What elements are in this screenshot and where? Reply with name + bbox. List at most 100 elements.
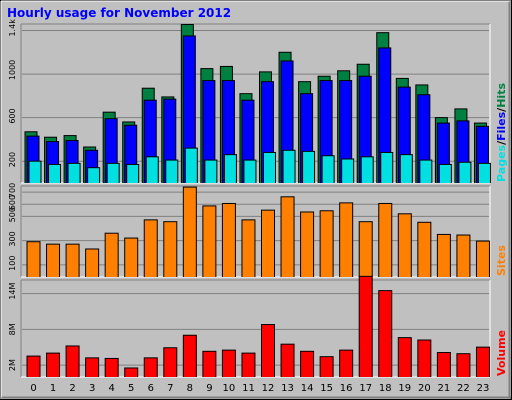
x-tick-label: 15	[320, 383, 333, 394]
bar-sites-5	[125, 238, 138, 277]
y-tick-label-sites: 500	[8, 207, 17, 222]
bar-pages-7	[166, 160, 178, 183]
x-axis-hours: 0 1 2 3 4 5 6 7 8 9 10 11 12 13 14 15 16 17 18 19 20 21 22 23	[30, 383, 489, 394]
bar-files-4	[105, 119, 117, 183]
x-tick-label: 2	[69, 383, 75, 394]
bar-sites-1	[47, 244, 60, 277]
bar-pages-18	[381, 152, 393, 183]
bar-sites-7	[164, 222, 177, 277]
bar-pages-14	[303, 151, 315, 183]
bar-volume-12	[262, 325, 274, 377]
bar-volume-21	[437, 353, 450, 377]
bar-sites-21	[437, 234, 450, 277]
x-tick-label: 19	[398, 383, 411, 394]
bar-volume-13	[281, 344, 294, 377]
x-tick-label: 20	[418, 383, 431, 394]
bar-files-16	[340, 81, 352, 183]
bar-volume-8	[183, 335, 196, 377]
x-tick-label: 13	[281, 383, 294, 394]
y-tick-label-volume: 8M	[8, 323, 17, 335]
bar-pages-23	[478, 163, 490, 183]
x-tick-label: 4	[108, 383, 114, 394]
y-tick-label-hits: 1.4k	[8, 19, 17, 37]
bar-sites-15	[320, 211, 333, 277]
x-tick-label: 8	[187, 383, 193, 394]
y-tick-label-sites: 700	[8, 183, 17, 198]
bar-pages-20	[420, 160, 432, 183]
bar-files-8	[183, 36, 195, 183]
bar-pages-2	[68, 163, 80, 183]
bar-pages-9	[205, 160, 217, 183]
bar-files-19	[398, 87, 410, 183]
bar-pages-5	[127, 164, 139, 183]
legend-sep-1: /	[495, 140, 508, 145]
bar-files-15	[320, 81, 332, 183]
bar-pages-19	[400, 155, 412, 183]
bar-volume-11	[242, 353, 255, 377]
x-tick-label: 6	[148, 383, 154, 394]
bar-volume-18	[379, 291, 392, 377]
bar-pages-0	[29, 161, 41, 183]
bar-sites-17	[359, 222, 372, 277]
x-tick-label: 10	[223, 383, 236, 394]
bar-volume-6	[144, 358, 157, 377]
bar-sites-9	[203, 206, 216, 277]
bar-sites-23	[476, 241, 489, 277]
legend-files: Files	[495, 111, 508, 141]
bar-volume-1	[47, 353, 60, 377]
bar-pages-12	[264, 152, 275, 183]
x-tick-label: 14	[301, 383, 314, 394]
y-tick-label-volume: 2M	[8, 359, 17, 371]
bar-pages-16	[342, 159, 354, 183]
x-tick-label: 9	[206, 383, 212, 394]
x-tick-label: 3	[89, 383, 95, 394]
bar-pages-11	[244, 160, 256, 183]
x-tick-label: 17	[359, 383, 372, 394]
bar-pages-1	[49, 164, 61, 183]
y-tick-label-sites: 300	[8, 231, 17, 246]
y-tick-label-volume: 14M	[8, 283, 17, 300]
x-tick-label: 16	[340, 383, 353, 394]
bar-volume-10	[222, 350, 235, 377]
bar-files-7	[164, 99, 176, 183]
x-tick-label: 12	[262, 383, 275, 394]
bar-files-17	[359, 76, 371, 183]
plot-area	[21, 280, 490, 377]
y-tick-label-hits: 200	[8, 152, 17, 167]
bar-volume-2	[66, 346, 79, 377]
bar-files-20	[418, 95, 430, 183]
bar-files-21	[437, 123, 449, 183]
bar-files-10	[222, 81, 234, 183]
bar-pages-15	[322, 156, 334, 183]
bar-volume-16	[340, 350, 353, 377]
bar-sites-10	[222, 203, 235, 277]
bar-sites-4	[105, 233, 118, 277]
bar-pages-21	[439, 164, 451, 183]
bar-sites-0	[27, 242, 40, 277]
bar-volume-5	[125, 368, 138, 377]
bar-sites-19	[398, 214, 411, 277]
x-tick-label: 5	[128, 383, 134, 394]
bar-files-2	[66, 140, 78, 183]
bar-files-18	[379, 48, 391, 183]
bar-volume-3	[86, 358, 99, 377]
bar-sites-16	[340, 203, 353, 277]
bar-volume-7	[164, 348, 177, 377]
bar-pages-8	[185, 148, 197, 183]
bar-sites-12	[262, 210, 274, 277]
bar-sites-20	[418, 222, 431, 277]
bar-pages-6	[146, 157, 158, 183]
bar-volume-0	[27, 356, 40, 377]
legend-hits: Hits	[495, 83, 508, 108]
x-tick-label: 22	[457, 383, 470, 394]
plot-area	[21, 186, 490, 277]
bar-volume-22	[457, 354, 470, 377]
bar-pages-3	[88, 168, 100, 183]
hits-files-pages-panel: 200 600 1000 1.4k	[8, 19, 491, 184]
x-tick-label: 0	[30, 383, 36, 394]
x-tick-label: 1	[50, 383, 56, 394]
x-tick-label: 11	[242, 383, 255, 394]
bar-files-9	[203, 81, 215, 183]
bar-files-13	[281, 61, 293, 183]
x-tick-label: 21	[438, 383, 451, 394]
